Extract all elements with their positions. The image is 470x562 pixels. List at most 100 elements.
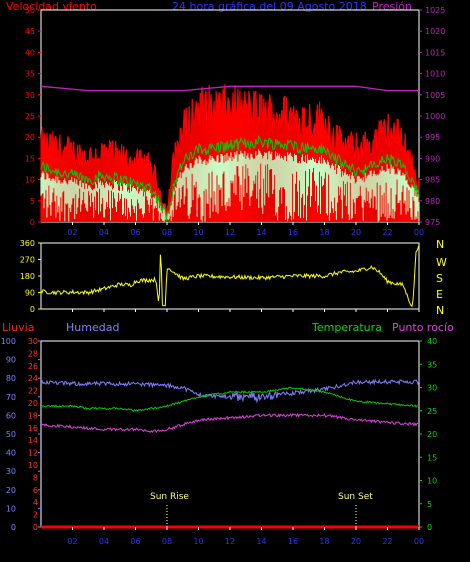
- direction-label-s: S: [436, 272, 443, 285]
- rain-y-tick-label: 6: [33, 486, 38, 495]
- humidity-legend: Humedad: [66, 321, 120, 334]
- rain-y-tick-label: 18: [28, 411, 38, 420]
- rain-y-tick-label: 20: [28, 399, 38, 408]
- temp-x-tick-label: 22: [382, 537, 392, 546]
- pressure-y-tick-label: 1000: [425, 112, 445, 121]
- humidity-y-tick-label: 60: [6, 411, 16, 420]
- wind-direction-line: [40, 244, 420, 308]
- humidity-y-tick-label: 50: [6, 430, 16, 439]
- temp-x-tick-label: 20: [351, 537, 361, 546]
- wind-y-tick-label: 20: [25, 133, 35, 142]
- direction-label-n-bottom: N: [436, 304, 445, 317]
- pressure-y-tick-label: 1015: [425, 48, 445, 57]
- pressure-y-tick-label: 990: [425, 154, 440, 163]
- temp-y-tick-label: 40: [427, 337, 437, 346]
- temp-y-tick-label: 35: [427, 360, 437, 369]
- rain-y-tick-label: 2: [33, 511, 38, 520]
- temp-y-tick-label: 25: [427, 407, 437, 416]
- wind-x-tick-label: 10: [193, 228, 203, 237]
- pressure-line: [40, 85, 419, 92]
- wind-x-tick-label: 18: [319, 228, 329, 237]
- wind-x-tick-label: 22: [382, 228, 392, 237]
- wind-x-tick-label: 02: [67, 228, 77, 237]
- temp-x-tick-label: 02: [67, 537, 77, 546]
- rain-y-tick-label: 22: [28, 387, 38, 396]
- temp-y-tick-label: 0: [427, 523, 432, 532]
- humidity-y-tick-label: 80: [6, 374, 16, 383]
- temp-x-tick-label: 00: [414, 537, 424, 546]
- wind-x-tick-label: 06: [130, 228, 140, 237]
- temperature-legend: Temperatura: [312, 321, 382, 334]
- temp-x-tick-label: 18: [319, 537, 329, 546]
- temp-x-tick-label: 08: [162, 537, 172, 546]
- temp-x-tick-label: 10: [193, 537, 203, 546]
- wind-x-tick-label: 16: [288, 228, 298, 237]
- pressure-y-tick-label: 980: [425, 197, 440, 206]
- rain-y-tick-label: 24: [28, 374, 38, 383]
- rain-y-tick-label: 26: [28, 362, 38, 371]
- direction-y-tick-label: 0: [30, 305, 35, 314]
- temp-y-tick-label: 20: [427, 430, 437, 439]
- direction-panel-frame: [40, 242, 420, 310]
- wind-x-tick-label: 08: [162, 228, 172, 237]
- direction-label-w: W: [436, 256, 447, 269]
- humidity-y-tick-label: 0: [11, 523, 16, 532]
- rain-y-tick-label: 0: [33, 523, 38, 532]
- sunrise-label: Sun Rise: [150, 492, 189, 502]
- rain-y-tick-label: 4: [33, 498, 38, 507]
- temp-x-tick-label: 16: [288, 537, 298, 546]
- wind-y-tick-label: 40: [25, 48, 35, 57]
- temp-x-tick-label: 06: [130, 537, 140, 546]
- direction-label-e: E: [436, 288, 443, 301]
- pressure-y-tick-label: 1010: [425, 70, 445, 79]
- humidity-y-tick-label: 30: [6, 467, 16, 476]
- wind-average-line: [40, 134, 420, 222]
- wind-x-tick-label: 04: [99, 228, 109, 237]
- temp-y-tick-label: 15: [427, 453, 437, 462]
- wind-x-tick-label: 14: [256, 228, 266, 237]
- wind-y-tick-label: 10: [25, 176, 35, 185]
- pressure-y-tick-label: 985: [425, 176, 440, 185]
- temp-panel-frame: [40, 340, 420, 528]
- direction-label-n-top: N: [436, 238, 445, 251]
- direction-y-tick-label: 270: [20, 256, 35, 265]
- direction-y-tick-label: 90: [25, 289, 35, 298]
- wind-x-tick-label: 00: [414, 228, 424, 237]
- humidity-y-tick-label: 70: [6, 393, 16, 402]
- humidity-line: [40, 378, 420, 404]
- dew-point-legend: Punto rocío: [392, 321, 454, 334]
- pressure-y-tick-label: 975: [425, 218, 440, 227]
- humidity-y-tick-label: 10: [6, 504, 16, 513]
- wind-gust-line: [40, 83, 420, 216]
- pressure-y-tick-label: 1020: [425, 27, 445, 36]
- sunset-label: Sun Set: [338, 492, 373, 502]
- temperature-line: [40, 386, 420, 413]
- dew-point-line: [40, 412, 420, 434]
- rain-y-tick-label: 16: [28, 424, 38, 433]
- humidity-y-tick-label: 40: [6, 449, 16, 458]
- wind-x-tick-label: 12: [225, 228, 235, 237]
- temp-x-tick-label: 12: [225, 537, 235, 546]
- wind-x-tick-label: 20: [351, 228, 361, 237]
- rain-y-tick-label: 30: [28, 337, 38, 346]
- wind-y-tick-label: 0: [30, 218, 35, 227]
- rain-legend: Lluvia: [2, 321, 35, 334]
- wind-y-tick-label: 30: [25, 91, 35, 100]
- humidity-y-tick-label: 100: [1, 337, 16, 346]
- humidity-y-tick-label: 20: [6, 486, 16, 495]
- wind-y-tick-label: 15: [25, 154, 35, 163]
- rain-y-tick-label: 8: [33, 473, 38, 482]
- wind-y-tick-label: 50: [25, 6, 35, 15]
- pressure-y-tick-label: 1025: [425, 6, 445, 15]
- temp-x-tick-label: 04: [99, 537, 109, 546]
- rain-y-tick-label: 14: [28, 436, 38, 445]
- temp-y-tick-label: 5: [427, 500, 432, 509]
- humidity-y-tick-label: 90: [6, 356, 16, 365]
- temp-y-tick-label: 10: [427, 477, 437, 486]
- temp-y-tick-label: 30: [427, 384, 437, 393]
- wind-y-tick-label: 5: [30, 197, 35, 206]
- wind-y-tick-label: 45: [25, 27, 35, 36]
- rain-y-tick-label: 12: [28, 449, 38, 458]
- direction-y-tick-label: 180: [20, 272, 35, 281]
